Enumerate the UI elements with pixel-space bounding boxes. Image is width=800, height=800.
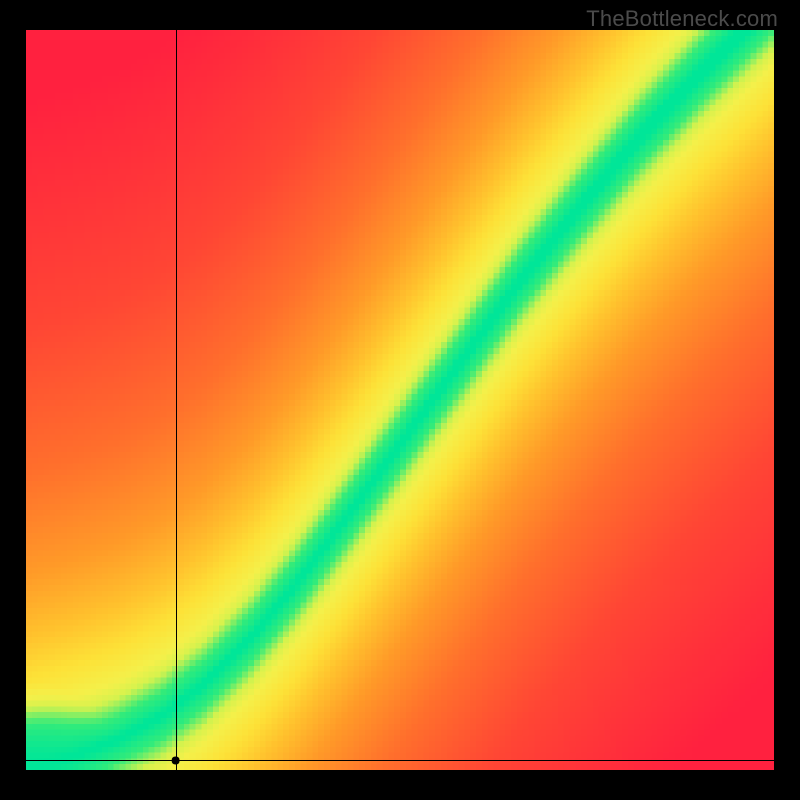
- watermark-text: TheBottleneck.com: [586, 6, 778, 32]
- crosshair-overlay: [0, 0, 800, 800]
- chart-container: TheBottleneck.com: [0, 0, 800, 800]
